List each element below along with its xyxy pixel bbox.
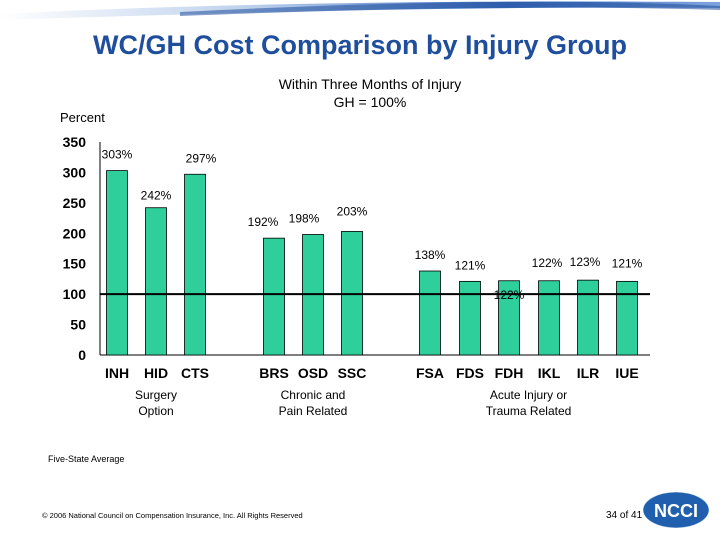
- bar-brs: [263, 237, 285, 356]
- data-label: 203%: [337, 204, 368, 218]
- bar-iue: [616, 280, 638, 356]
- y-tick-label: 250: [63, 195, 87, 211]
- ncci-logo: NCCI: [642, 491, 710, 529]
- x-tick-label: BRS: [259, 365, 289, 381]
- bar-ikl: [538, 280, 560, 356]
- group-label: Chronic and: [281, 388, 346, 402]
- data-label: 123%: [570, 255, 601, 269]
- slide-title: WC/GH Cost Comparison by Injury Group: [92, 30, 627, 60]
- subtitle-line-2: GH = 100%: [333, 94, 407, 110]
- bar-fds: [459, 280, 481, 356]
- header-swoosh: [0, 1, 720, 20]
- data-label: 122%: [532, 256, 563, 270]
- y-tick-label: 100: [63, 286, 87, 302]
- y-tick-label: 200: [63, 225, 87, 241]
- bar-hid: [145, 207, 167, 356]
- y-tick-label: 50: [70, 317, 86, 333]
- data-label: 138%: [415, 248, 446, 262]
- bar-fsa: [419, 270, 441, 356]
- data-label: 192%: [248, 215, 279, 229]
- data-label: 122%: [494, 288, 525, 302]
- bar-inh: [106, 170, 128, 356]
- x-tick-label: FSA: [416, 365, 444, 381]
- subtitle-line-1: Within Three Months of Injury: [278, 76, 462, 92]
- y-axis-label: Percent: [60, 110, 105, 125]
- y-tick-label: 0: [78, 347, 86, 363]
- data-label: 303%: [102, 148, 133, 162]
- bar-fdh: [498, 280, 520, 356]
- group-label: Option: [138, 404, 173, 418]
- group-label: Acute Injury or: [490, 388, 567, 402]
- page-number: 34 of 41: [606, 510, 643, 521]
- footnote: Five-State Average: [48, 454, 125, 464]
- x-tick-label: OSD: [298, 365, 328, 381]
- data-label: 297%: [186, 151, 217, 165]
- x-tick-label: ILR: [577, 365, 600, 381]
- x-tick-label: CTS: [181, 365, 209, 381]
- bar-cts: [184, 173, 206, 356]
- logo-text: NCCI: [654, 501, 698, 521]
- bar-ilr: [577, 279, 599, 356]
- x-tick-label: IKL: [538, 365, 561, 381]
- group-label: Surgery: [135, 388, 177, 402]
- x-tick-label: SSC: [338, 365, 367, 381]
- data-label: 121%: [612, 256, 643, 270]
- x-tick-label: FDH: [495, 365, 524, 381]
- group-label: Trauma Related: [486, 404, 572, 418]
- chart-subtitle: Within Three Months of Injury GH = 100%: [215, 75, 525, 111]
- y-tick-label: 300: [63, 164, 87, 180]
- x-tick-label: HID: [144, 365, 168, 381]
- y-tick-label: 350: [63, 134, 87, 150]
- x-tick-label: FDS: [456, 365, 484, 381]
- data-label: 198%: [289, 212, 320, 226]
- copyright: © 2006 National Council on Compensation …: [42, 511, 303, 520]
- data-label: 121%: [455, 258, 486, 272]
- group-label: Pain Related: [279, 404, 348, 418]
- x-tick-label: IUE: [615, 365, 638, 381]
- y-tick-label: 150: [63, 256, 87, 272]
- data-label: 242%: [141, 189, 172, 203]
- x-tick-label: INH: [105, 365, 129, 381]
